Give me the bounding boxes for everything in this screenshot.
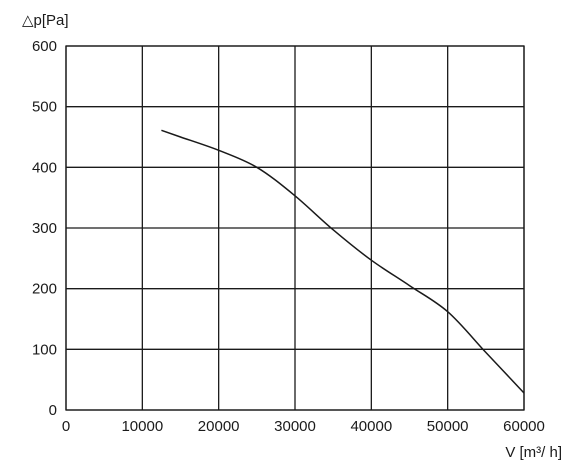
x-tick-labels: 0 10000 20000 30000 40000 50000 60000 [62, 418, 545, 435]
pressure-curve-line [161, 129, 525, 394]
x-tick-label: 0 [62, 418, 70, 435]
series-group [161, 129, 525, 394]
x-tick-label: 20000 [198, 418, 240, 435]
y-tick-label: 600 [32, 38, 57, 55]
x-tick-label: 40000 [350, 418, 392, 435]
x-axis-label: V [m³/ h] [505, 444, 562, 461]
y-tick-label: 200 [32, 281, 57, 298]
y-tick-label: 0 [49, 402, 57, 419]
y-tick-label: 500 [32, 99, 57, 116]
plot-frame [65, 45, 525, 411]
y-tick-labels: 0 100 200 300 400 500 600 [32, 38, 57, 419]
x-tick-label: 50000 [427, 418, 469, 435]
y-tick-label: 400 [32, 159, 57, 176]
x-tick-label: 10000 [121, 418, 163, 435]
y-tick-label: 100 [32, 341, 57, 358]
y-tick-label: 300 [32, 220, 57, 237]
grid [65, 45, 525, 411]
x-tick-label: 30000 [274, 418, 316, 435]
x-tick-label: 60000 [503, 418, 545, 435]
y-axis-label: △p[Pa] [22, 12, 69, 29]
